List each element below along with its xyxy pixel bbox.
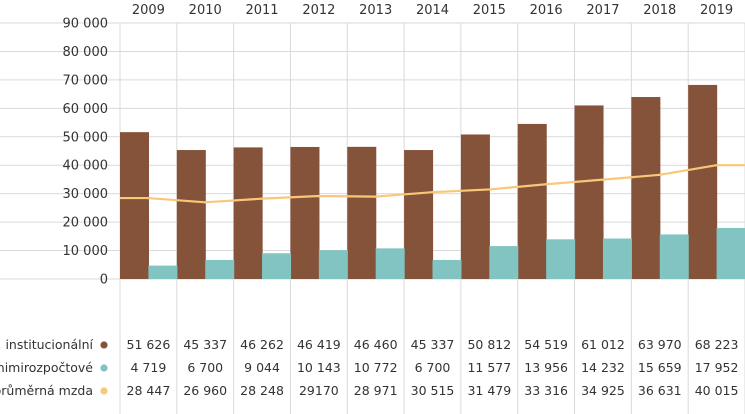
table-value: 33 316 [524,383,568,398]
table-value: 40 015 [695,383,739,398]
bar-mimirozpoctove [148,265,178,279]
line-point [544,183,548,186]
table-value: 46 262 [240,337,284,352]
x-tick-label: 2014 [416,3,449,18]
table-value: 4 719 [131,360,167,375]
bar-institucionalni [517,123,547,279]
bar-mimirozpoctove [659,234,689,279]
x-tick-label: 2009 [132,3,165,18]
bar-institucionalni [120,132,149,279]
y-tick-label: 80 000 [63,45,109,60]
x-tick-label: 2017 [586,3,619,18]
y-tick-label: 70 000 [63,73,109,88]
table-value: 10 772 [354,360,398,375]
bar-mimirozpoctove [432,259,462,279]
line-point [374,195,377,198]
table-value: 28 971 [354,383,398,398]
table-value: 61 012 [581,337,625,352]
line-point [260,197,264,200]
table-value: 54 519 [524,337,568,352]
bar-institucionalni [404,150,434,279]
table-value: 9 044 [244,360,280,375]
bar-institucionalni [176,150,206,279]
bar-institucionalni [347,146,377,279]
x-tick-label: 2010 [189,3,222,18]
table-value: 26 960 [183,383,227,398]
bar-institucionalni [460,134,490,279]
x-tick-label: 2012 [302,3,335,18]
line-point [317,194,321,198]
table-value: 45 337 [411,337,455,352]
bar-institucionalni [290,146,320,279]
legend-label: mimirozpočtové [0,360,93,375]
bar-mimirozpoctove [375,248,405,279]
legend-label: průměrná mzda [0,383,93,398]
y-tick-label: 20 000 [63,216,109,231]
table-value: 34 925 [581,383,625,398]
table-value: 28 248 [240,383,284,398]
line-point [658,173,661,177]
line-point [715,163,718,167]
x-tick-label: 2011 [245,3,278,18]
legend-marker [100,387,108,395]
table-value: 46 460 [354,337,398,352]
table-value: 36 631 [638,383,682,398]
bar-institucionalni [688,84,718,279]
table-value: 17 952 [695,360,739,375]
y-tick-label: 0 [100,273,108,288]
x-tick-label: 2018 [643,3,676,18]
bar-institucionalni [574,105,604,279]
table-value: 68 223 [695,337,739,352]
bar-mimirozpoctove [262,253,292,279]
table-value: 15 659 [638,360,682,375]
line-point [204,201,207,204]
bar-mimirozpoctove [205,259,235,279]
table-value: 13 956 [524,360,568,375]
x-tick-label: 2013 [359,3,392,18]
bar-mimirozpoctove [716,227,745,279]
table-value: 6 700 [187,360,223,375]
table-value: 6 700 [415,360,451,375]
y-tick-label: 50 000 [63,130,109,145]
line-point [488,188,491,191]
y-tick-label: 90 000 [63,17,109,32]
y-tick-label: 10 000 [63,244,109,259]
legend-marker [100,364,108,372]
table-value: 45 337 [183,337,227,352]
x-tick-label: 2016 [530,3,563,18]
y-tick-label: 40 000 [63,159,109,174]
table-value: 30 515 [411,383,455,398]
x-tick-label: 2015 [473,3,506,18]
legend-marker [100,341,108,349]
bar-mimirozpoctove [489,246,519,279]
table-value: 63 970 [638,337,682,352]
legend-label: institucionální [5,337,93,352]
table-value: 31 479 [467,383,511,398]
table-value: 51 626 [127,337,171,352]
table-value: 28 447 [127,383,171,398]
table-value: 29170 [299,383,339,398]
line-point [147,196,150,200]
x-tick-label: 2019 [700,3,733,18]
bar-mimirozpoctove [546,239,576,279]
table-value: 50 812 [467,337,511,352]
line-point [601,178,605,181]
bar-mimirozpoctove [602,238,632,279]
bar-institucionalni [233,147,263,279]
table-value: 14 232 [581,360,625,375]
bar-institucionalni [631,97,661,279]
y-tick-label: 30 000 [63,187,109,202]
table-value: 11 577 [467,360,511,375]
table-value: 10 143 [297,360,341,375]
table-value: 46 419 [297,337,341,352]
y-tick-label: 60 000 [63,102,109,117]
bar-mimirozpoctove [318,250,348,279]
line-point [431,191,434,194]
